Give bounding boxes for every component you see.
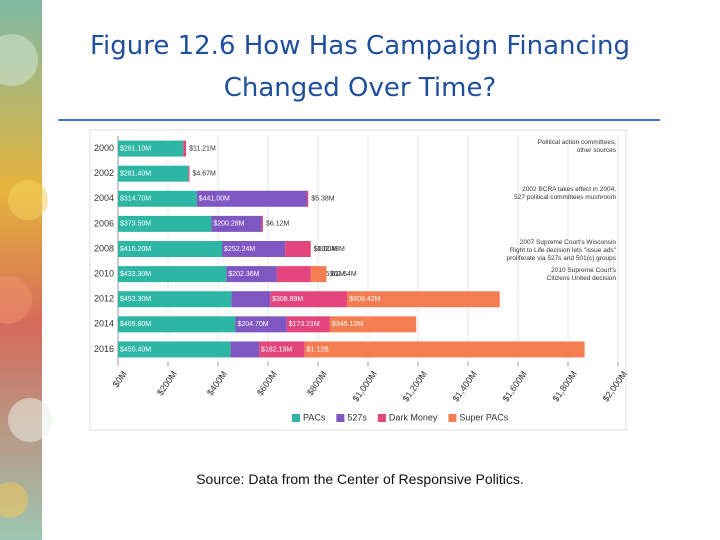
value-label: $453.30M bbox=[120, 296, 151, 303]
y-tick-label: 2014 bbox=[94, 319, 114, 329]
bar-segment bbox=[183, 140, 187, 157]
value-label: $308.89M bbox=[272, 296, 303, 303]
y-tick-label: 2016 bbox=[94, 344, 114, 354]
annotation: 2010 Supreme Court's bbox=[551, 267, 617, 274]
bar-segment bbox=[118, 190, 197, 207]
annotation: proliferate via 527s and 501(c) groups bbox=[507, 255, 617, 262]
bar-segment bbox=[118, 341, 231, 358]
bar-segment bbox=[270, 291, 348, 308]
value-label: $182.19M bbox=[261, 346, 292, 353]
value-label: $261.10M bbox=[120, 145, 151, 152]
legend-swatch bbox=[336, 414, 345, 422]
value-label: $441.00M bbox=[199, 196, 230, 203]
title: Figure 12.6 How Has Campaign Financing C… bbox=[89, 31, 631, 103]
y-tick-label: 2008 bbox=[94, 243, 114, 253]
value-label: $102.48M bbox=[314, 246, 345, 253]
bar-segment bbox=[230, 341, 260, 358]
y-tick-label: 2010 bbox=[94, 268, 114, 278]
bar-segment bbox=[231, 291, 271, 308]
bar-segment bbox=[310, 266, 327, 283]
title-box: Figure 12.6 How Has Campaign Financing C… bbox=[89, 31, 631, 103]
bar-segment bbox=[222, 241, 286, 257]
value-label: $62.64M bbox=[329, 271, 356, 278]
bar-segment bbox=[118, 165, 189, 182]
value-label: $314.70M bbox=[120, 196, 151, 203]
value-label: $135.61M bbox=[314, 271, 345, 278]
legend-label: 527s bbox=[347, 412, 367, 422]
value-label: $1.12B bbox=[307, 346, 330, 353]
bar-segment bbox=[235, 316, 287, 333]
bar-segment bbox=[304, 341, 585, 358]
bar-segment bbox=[118, 291, 232, 308]
value-label: $252.24M bbox=[224, 246, 255, 253]
decor-strip bbox=[0, 0, 42, 540]
legend-swatch bbox=[292, 414, 300, 422]
bar-segment bbox=[261, 215, 263, 232]
y-tick-label: 2006 bbox=[94, 218, 114, 228]
bar-segment bbox=[276, 266, 311, 283]
value-label: $469.80M bbox=[120, 321, 151, 328]
value-label: $450.40M bbox=[120, 346, 151, 353]
bar-segment bbox=[306, 190, 309, 207]
y-tick-label: 2004 bbox=[94, 193, 114, 203]
value-label: $173.21M bbox=[289, 321, 320, 328]
value-label: $200.28M bbox=[213, 221, 244, 228]
legend-label: Super PACs bbox=[459, 412, 508, 422]
value-label: $202.36M bbox=[228, 271, 259, 278]
y-tick-label: 2002 bbox=[94, 168, 114, 178]
annotation: Citizens United decision bbox=[547, 275, 617, 282]
value-label: $609.42M bbox=[349, 296, 380, 303]
legend-swatch bbox=[448, 414, 457, 422]
bar-segment bbox=[211, 215, 262, 232]
value-label: $281.40M bbox=[120, 171, 151, 178]
bar-segment bbox=[188, 165, 190, 182]
bar-segment bbox=[118, 316, 236, 333]
bar-segment bbox=[118, 241, 223, 257]
value-label: $0.00M bbox=[314, 246, 338, 253]
y-tick-label: 2012 bbox=[94, 294, 114, 304]
source: Source: Data from the Center of Responsi… bbox=[196, 471, 524, 487]
annotation: other sources bbox=[577, 147, 617, 154]
annotation: Right to Life decision lets "issue ads" bbox=[510, 247, 617, 254]
annotation: 2007 Supreme Court's Wisconsin bbox=[520, 239, 617, 246]
value-label: $204.70M bbox=[237, 321, 268, 328]
decor-circles bbox=[0, 34, 52, 518]
value-label: $416.20M bbox=[120, 246, 151, 253]
value-label: $345.12M bbox=[332, 321, 363, 328]
bar-segment bbox=[286, 316, 330, 333]
value-label: $6.12M bbox=[266, 221, 290, 228]
legend-label: Dark Money bbox=[389, 412, 438, 422]
annotation: Political action committees, bbox=[538, 139, 617, 146]
annotation: 2002 BCRA takes effect in 2004, bbox=[522, 186, 616, 193]
value-label: $4.67M bbox=[193, 171, 217, 178]
bar-segment bbox=[196, 190, 307, 207]
bar-segment bbox=[285, 241, 311, 257]
value-label: $373.50M bbox=[120, 221, 151, 228]
bar-segment bbox=[329, 316, 417, 333]
bar-segment bbox=[226, 266, 277, 283]
bar-segment bbox=[118, 215, 212, 232]
value-label: $5.38M bbox=[311, 196, 335, 203]
bar-segment bbox=[118, 140, 184, 157]
legend-swatch bbox=[377, 414, 386, 422]
bar-segment bbox=[118, 266, 227, 283]
bar-segment bbox=[259, 341, 305, 358]
value-label: $11.21M bbox=[189, 145, 216, 152]
annotation: 527 political committees mushroom bbox=[514, 194, 616, 201]
value-label: $433.30M bbox=[120, 271, 151, 278]
y-tick-label: 2000 bbox=[94, 143, 114, 153]
bar-segment bbox=[347, 291, 500, 308]
legend-label: PACs bbox=[303, 412, 326, 422]
